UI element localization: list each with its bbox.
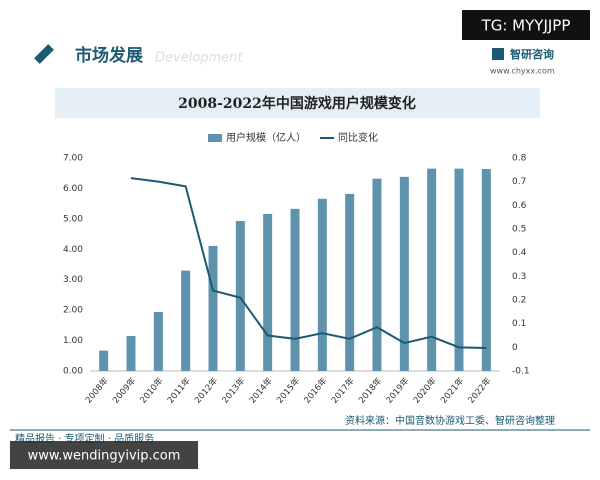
legend-label: 同比变化 [338,131,378,144]
y-tick-label: 0.00 [63,367,83,377]
overlay-text: TG: MYYJJPP [481,17,571,35]
header-icon [34,44,54,64]
bar [427,168,437,371]
y-tick-label: 2.00 [63,306,83,316]
legend-swatch [208,134,222,142]
bar [208,245,218,371]
y-tick-label: 4.00 [63,245,83,255]
bar [454,168,464,371]
section-title-en: Development [155,51,243,66]
y2-tick-label: 0.6 [512,201,527,211]
bar [290,208,300,371]
y2-tick-label: 0.3 [512,272,526,282]
y2-tick-label: 0.8 [512,154,527,164]
brand-site: www.chyxx.com [490,67,555,76]
y2-tick-label: 0.7 [512,177,526,187]
y-tick-label: 1.00 [63,336,83,346]
overlay-box [10,441,198,469]
y2-tick-label: 0.5 [512,225,526,235]
y-tick-label: 5.00 [63,214,83,224]
y2-tick-label: 0.2 [512,296,526,306]
brand-name: 智研咨询 [510,47,554,61]
overlay-text: www.wendingyivip.com [28,449,181,464]
line [130,177,487,350]
y2-tick-label: 0.4 [512,248,527,258]
section-title: 市场发展 [75,45,143,66]
y-tick-label: 7.00 [63,154,83,164]
bar [181,270,191,371]
y2-tick-label: 0 [512,343,518,353]
chart-title: 2008-2022年中国游戏用户规模变化 [178,95,416,112]
y2-tick-label: 0.1 [512,319,526,329]
legend-label: 用户规模（亿人） [226,131,306,144]
bar [263,213,273,371]
bar [99,350,109,371]
y2-tick-label: -0.1 [512,367,530,377]
bar [317,198,327,371]
bar [481,168,491,371]
bar [372,178,382,371]
source: 资料来源：中国音数协游戏工委、智研咨询整理 [345,414,555,427]
overlay-box [462,10,590,40]
bar [153,311,163,371]
title-band [55,88,540,118]
y-tick-label: 3.00 [63,275,83,285]
bar [399,176,409,371]
bar [126,336,136,371]
bar [345,193,355,371]
brand-logo [492,48,504,60]
bar [235,220,245,371]
y-tick-label: 6.00 [63,184,83,194]
